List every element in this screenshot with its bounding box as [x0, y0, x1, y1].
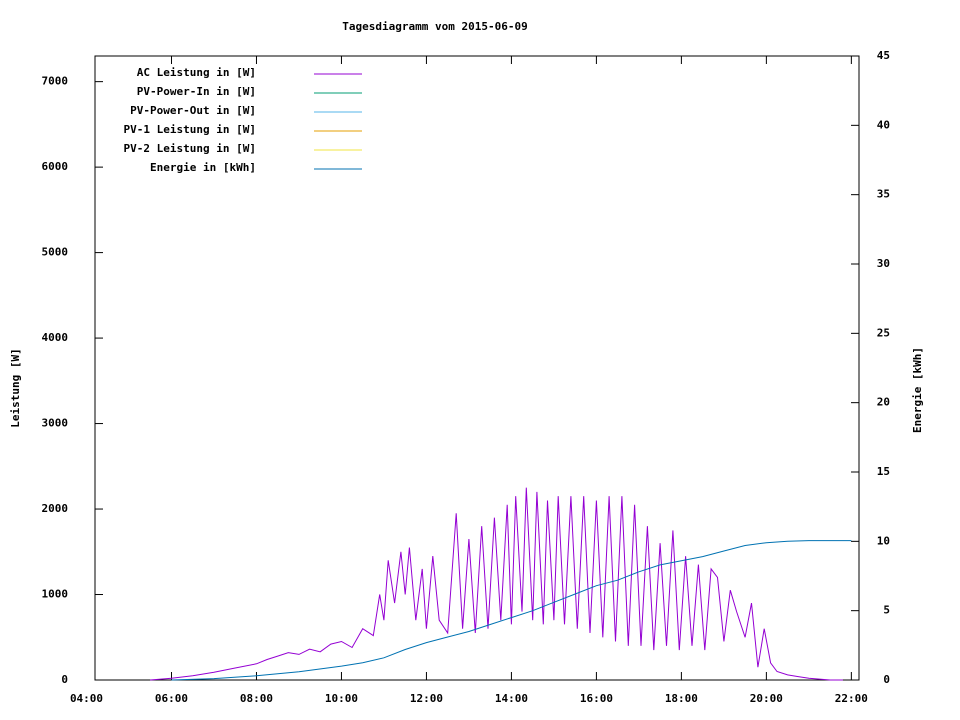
y2-tick-label: 40	[877, 118, 890, 131]
y2-tick-label: 30	[877, 257, 890, 270]
legend-label: PV-Power-In in [W]	[137, 85, 256, 98]
x-tick-label: 04:00	[70, 692, 103, 705]
series-line	[150, 487, 843, 681]
x-tick-label: 20:00	[750, 692, 783, 705]
x-tick-label: 10:00	[325, 692, 358, 705]
legend-label: Energie in [kWh]	[150, 161, 256, 174]
series-line	[171, 540, 852, 681]
plot-border	[94, 55, 860, 681]
x-tick-label: 12:00	[410, 692, 443, 705]
y2-tick-label: 20	[877, 396, 890, 409]
legend-label: PV-2 Leistung in [W]	[124, 142, 256, 155]
y-tick-label: 1000	[42, 588, 69, 601]
y-tick-label: 4000	[42, 331, 69, 344]
y-axis-label: Leistung [W]	[9, 348, 22, 427]
y-tick-label: 5000	[42, 246, 69, 259]
x-tick-label: 18:00	[665, 692, 698, 705]
x-tick-label: 16:00	[580, 692, 613, 705]
x-tick-label: 22:00	[835, 692, 868, 705]
x-tick-label: 14:00	[495, 692, 528, 705]
legend-label: PV-Power-Out in [W]	[130, 104, 256, 117]
x-tick-label: 06:00	[155, 692, 188, 705]
y2-tick-label: 10	[877, 534, 890, 547]
legend-label: PV-1 Leistung in [W]	[124, 123, 256, 136]
y-tick-label: 0	[61, 673, 68, 686]
y2-tick-label: 45	[877, 49, 890, 62]
x-tick-label: 08:00	[240, 692, 273, 705]
y-tick-label: 7000	[42, 75, 69, 88]
y2-tick-label: 35	[877, 188, 890, 201]
y2-tick-label: 25	[877, 326, 890, 339]
chart-title: Tagesdiagramm vom 2015-06-09	[342, 20, 527, 33]
legend-label: AC Leistung in [W]	[137, 66, 256, 79]
y-tick-label: 2000	[42, 502, 69, 515]
y-tick-label: 6000	[42, 160, 69, 173]
y2-tick-label: 5	[883, 604, 890, 617]
y2-tick-label: 15	[877, 465, 890, 478]
y2-tick-label: 0	[883, 673, 890, 686]
y-tick-label: 3000	[42, 417, 69, 430]
y2-axis-label: Energie [kWh]	[911, 347, 924, 433]
